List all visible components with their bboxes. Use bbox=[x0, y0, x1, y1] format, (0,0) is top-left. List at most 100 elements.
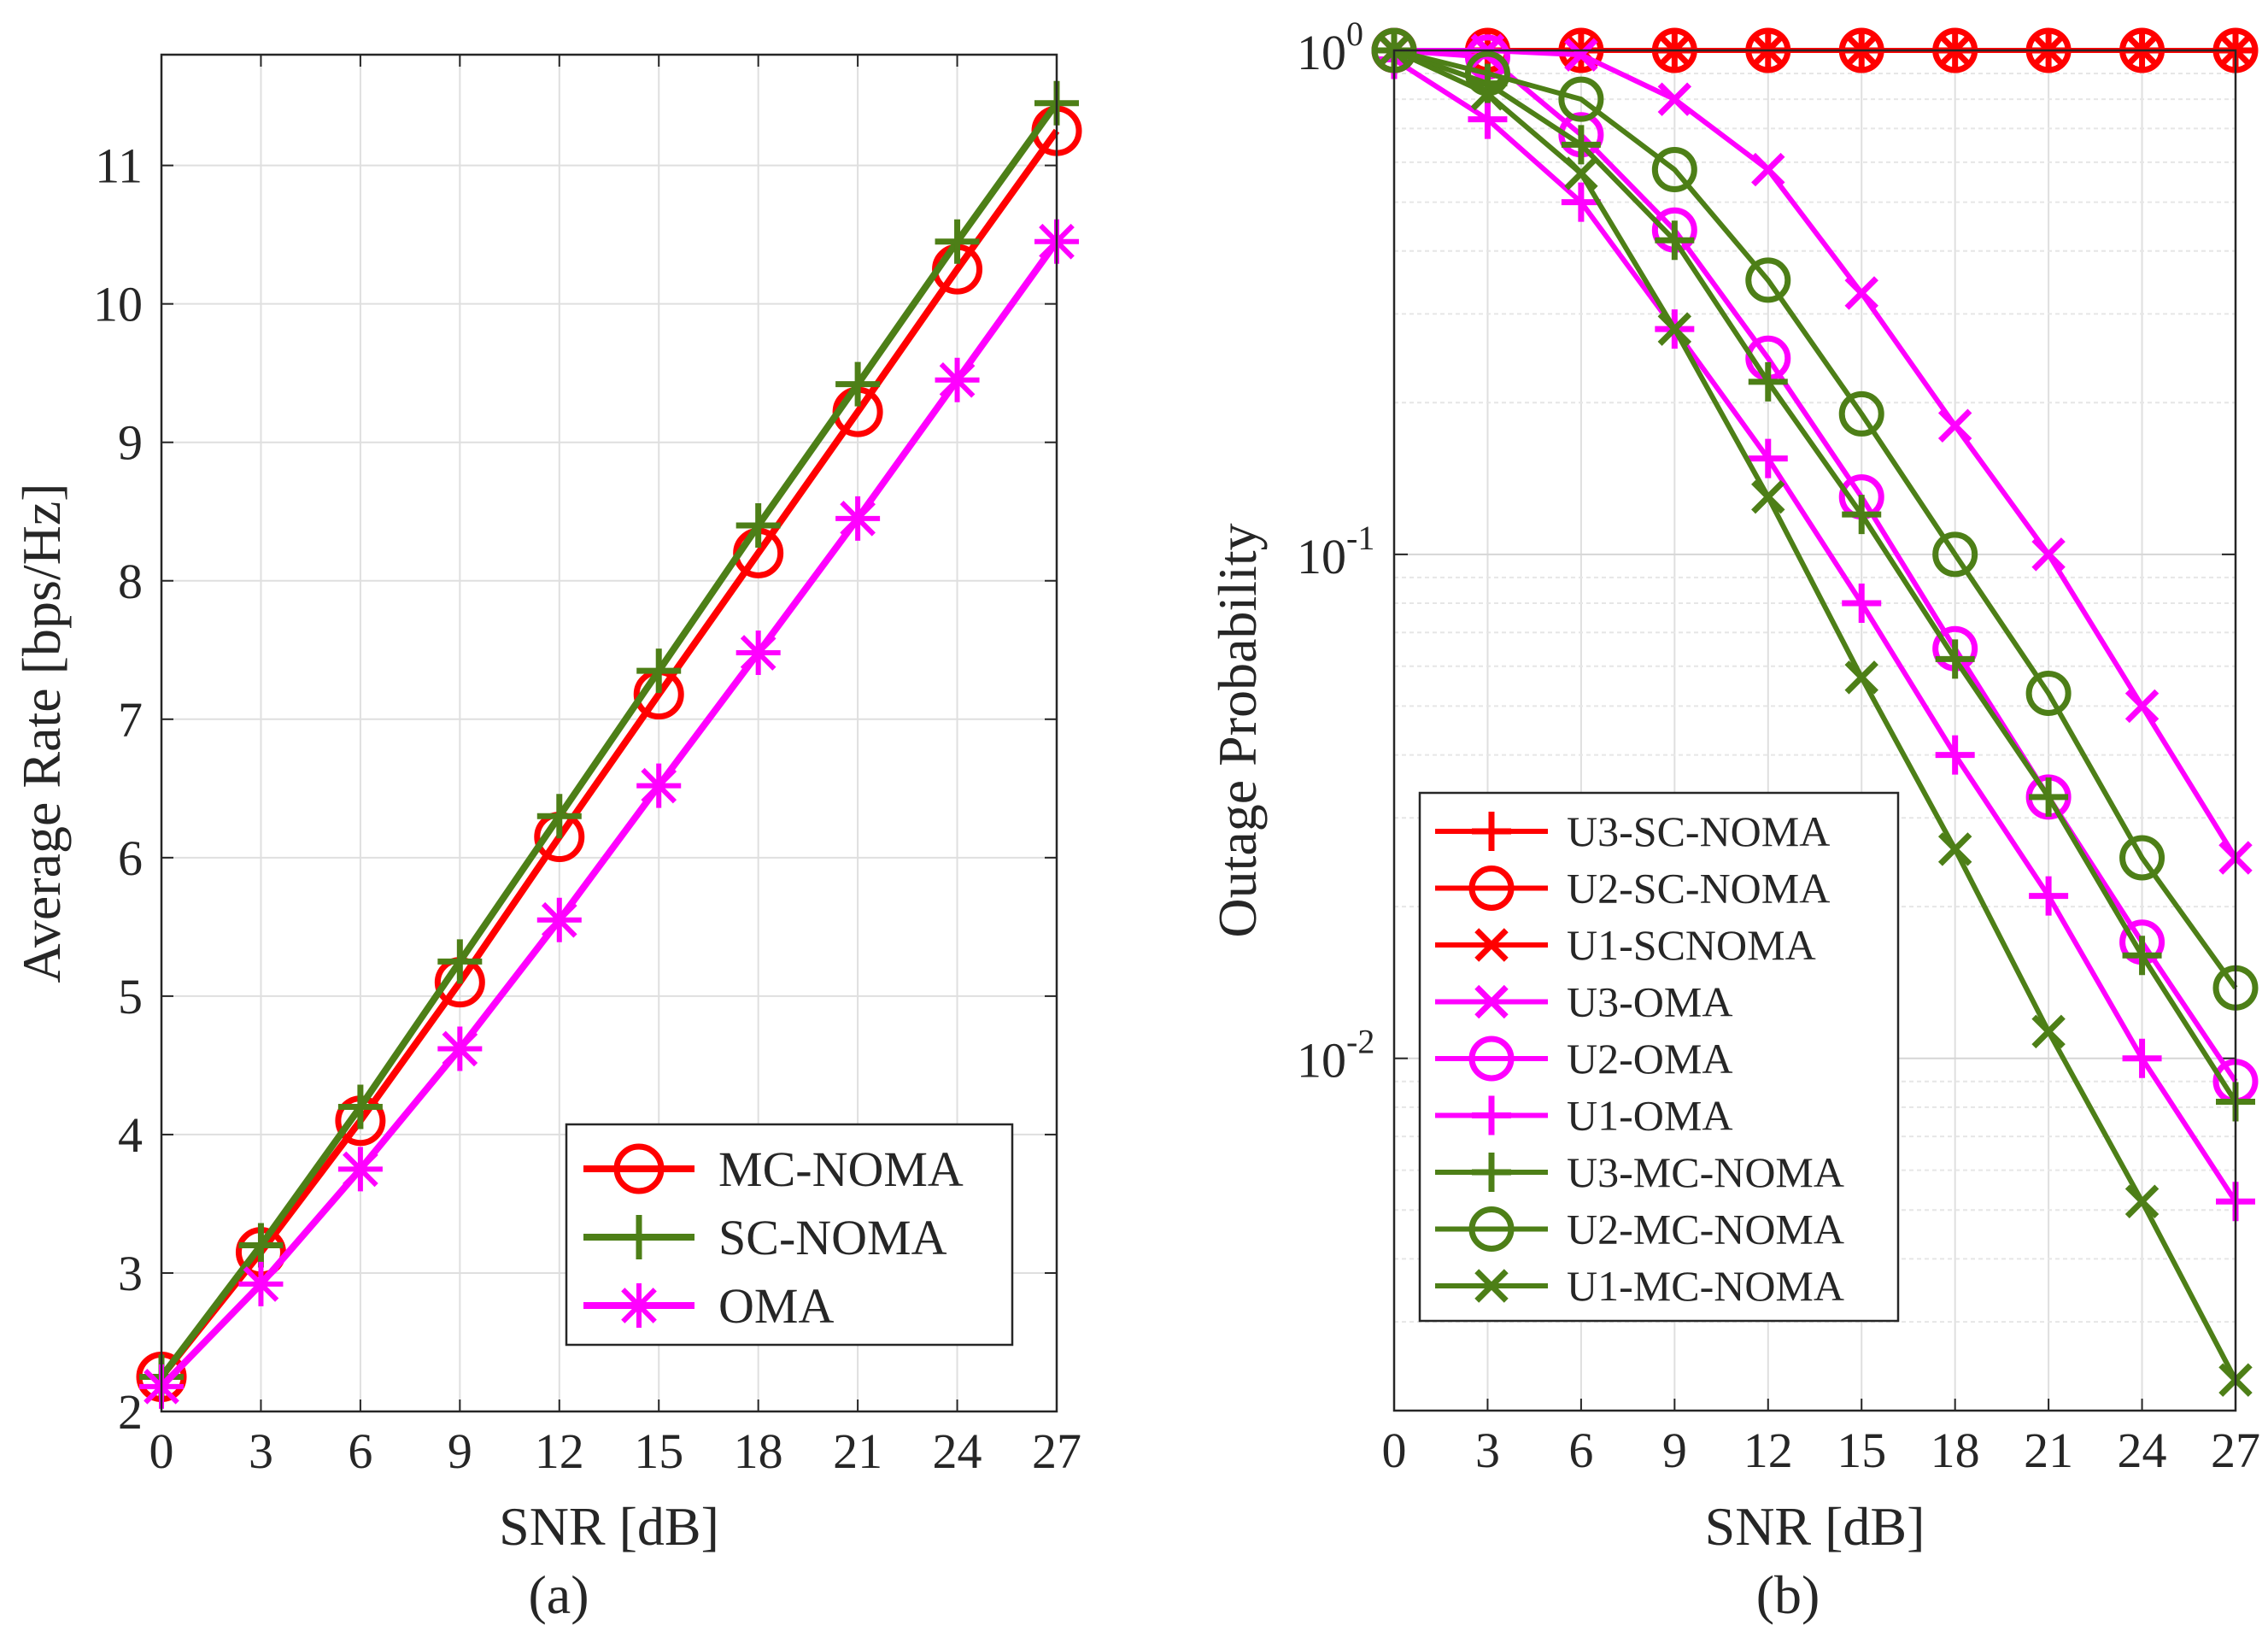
series-line bbox=[158, 101, 1060, 1379]
data-point bbox=[2122, 1038, 2162, 1078]
data-point bbox=[1564, 38, 1598, 72]
legend-label: OMA bbox=[718, 1278, 834, 1334]
legend-entry: U3-SC-NOMA bbox=[1435, 807, 1830, 855]
axes-box-b bbox=[1392, 49, 2237, 1412]
data-point bbox=[1470, 77, 1505, 111]
data-point bbox=[1842, 584, 1882, 624]
caption-b: (b) bbox=[1756, 1564, 1820, 1625]
legend-marker bbox=[1472, 812, 1511, 851]
series-line bbox=[159, 239, 1060, 1389]
legend-entry: SC-NOMA bbox=[583, 1210, 947, 1265]
x-tick-label: 24 bbox=[933, 1423, 982, 1479]
y-tick-base: 10 bbox=[1297, 529, 1346, 584]
series-u1-oma bbox=[1374, 39, 2255, 1222]
series-line bbox=[1394, 48, 2238, 860]
data-point bbox=[1937, 408, 1972, 443]
axes-box-a bbox=[160, 53, 1058, 1413]
y-tick-label: 10 -2 bbox=[1297, 1023, 1374, 1088]
y-tick-exponent: 0 bbox=[1346, 15, 1363, 53]
series-line bbox=[158, 128, 1060, 1379]
data-point bbox=[1655, 220, 1695, 261]
data-point bbox=[2124, 689, 2160, 724]
y-tick-base: 10 bbox=[1297, 1033, 1346, 1088]
legend-entry: MC-NOMA bbox=[583, 1141, 964, 1197]
data-point bbox=[935, 219, 980, 264]
x-tick-label: 21 bbox=[2024, 1423, 2073, 1478]
legend-marker bbox=[1468, 1036, 1515, 1082]
legend-marker bbox=[617, 1283, 661, 1328]
legend-entry: U3-MC-NOMA bbox=[1435, 1148, 1844, 1196]
series-line bbox=[1393, 48, 2238, 1083]
series-line bbox=[1392, 48, 2238, 1382]
data-point bbox=[1844, 660, 1878, 695]
data-point bbox=[1935, 639, 1975, 679]
x-tick-label: 21 bbox=[833, 1423, 882, 1479]
x-tick-label: 27 bbox=[1032, 1423, 1081, 1479]
legend-b: U3-SC-NOMA U2-SC-NOMA U1-SCNOMA U3-OMA U2-OM… bbox=[1418, 791, 1900, 1323]
x-tick-label: 9 bbox=[1662, 1423, 1687, 1478]
legend-marker bbox=[613, 1143, 665, 1194]
y-tick-label: 2 bbox=[118, 1384, 143, 1440]
legend-label: SC-NOMA bbox=[718, 1210, 947, 1265]
caption-a: (a) bbox=[528, 1564, 589, 1625]
legend-marker bbox=[1468, 866, 1515, 911]
data-point bbox=[1937, 832, 1972, 866]
data-point bbox=[2031, 1014, 2066, 1049]
y-tick-label: 4 bbox=[118, 1107, 143, 1163]
legend-label: U2-OMA bbox=[1567, 1035, 1732, 1083]
x-tick-label: 18 bbox=[734, 1423, 783, 1479]
legend-label: U3-MC-NOMA bbox=[1567, 1148, 1844, 1196]
legend-entry: U1-OMA bbox=[1435, 1092, 1732, 1140]
data-point bbox=[337, 1084, 383, 1130]
series-line bbox=[1393, 48, 2238, 989]
x-tick-label: 6 bbox=[1568, 1423, 1593, 1478]
x-tick-label: 12 bbox=[535, 1423, 584, 1479]
y-tick-label: 10 -1 bbox=[1297, 519, 1374, 584]
data-point bbox=[337, 1147, 383, 1192]
x-tick-label: 0 bbox=[1382, 1423, 1407, 1478]
legend-label: U3-OMA bbox=[1567, 978, 1732, 1026]
legend-label: U2-SC-NOMA bbox=[1567, 865, 1830, 912]
data-point bbox=[437, 1026, 483, 1071]
data-point bbox=[1468, 99, 1508, 139]
y-tick-label: 3 bbox=[118, 1246, 143, 1301]
data-point bbox=[2031, 537, 2066, 572]
x-tick-label: 27 bbox=[2211, 1423, 2260, 1478]
legend-marker bbox=[1472, 1153, 1511, 1192]
x-tick-label: 15 bbox=[1837, 1423, 1886, 1478]
data-point bbox=[735, 502, 781, 548]
data-point bbox=[437, 939, 483, 984]
legend-label: MC-NOMA bbox=[718, 1141, 964, 1197]
y-tick-exponent: -2 bbox=[1346, 1023, 1374, 1061]
legend-entry: U2-OMA bbox=[1435, 1035, 1732, 1083]
data-point bbox=[2124, 1184, 2160, 1218]
data-point bbox=[1932, 531, 1978, 578]
x-tick-label: 3 bbox=[249, 1423, 273, 1479]
data-point bbox=[1651, 147, 1697, 193]
data-point bbox=[935, 357, 980, 402]
chart-a: 0 3 6 9 12 15 18 21 24 27 2 3 4 5 6 7 8 9 10 11 MC-NOMA SC-NO… bbox=[11, 53, 1082, 1625]
x-axis-label: SNR [dB] bbox=[1705, 1496, 1925, 1557]
y-tick-label: 8 bbox=[118, 554, 143, 609]
data-point bbox=[1561, 125, 1601, 165]
legend-label: U3-SC-NOMA bbox=[1567, 807, 1830, 855]
data-point bbox=[536, 794, 582, 839]
data-point bbox=[1842, 495, 1882, 535]
legend-entry: U1-MC-NOMA bbox=[1435, 1262, 1844, 1310]
legend-marker bbox=[1474, 928, 1509, 962]
legend-label: U1-MC-NOMA bbox=[1567, 1262, 1844, 1310]
data-point bbox=[835, 361, 881, 407]
legend-marker bbox=[1468, 1206, 1515, 1252]
y-tick-label: 7 bbox=[118, 692, 143, 748]
legend-label: U1-OMA bbox=[1567, 1092, 1732, 1140]
series-line bbox=[1393, 48, 2238, 1104]
legend-a: MC-NOMA SC-NOMA OMA bbox=[565, 1123, 1014, 1347]
data-point bbox=[835, 496, 881, 541]
legend-marker bbox=[617, 1215, 661, 1259]
y-axis-label: Outage Probability bbox=[1207, 523, 1268, 937]
y-axis-label: Average Rate [bps/Hz] bbox=[11, 483, 72, 983]
series-u1-mc-noma bbox=[1377, 33, 2253, 1397]
data-point bbox=[2122, 936, 2162, 976]
legend-entry: U3-OMA bbox=[1435, 978, 1732, 1026]
